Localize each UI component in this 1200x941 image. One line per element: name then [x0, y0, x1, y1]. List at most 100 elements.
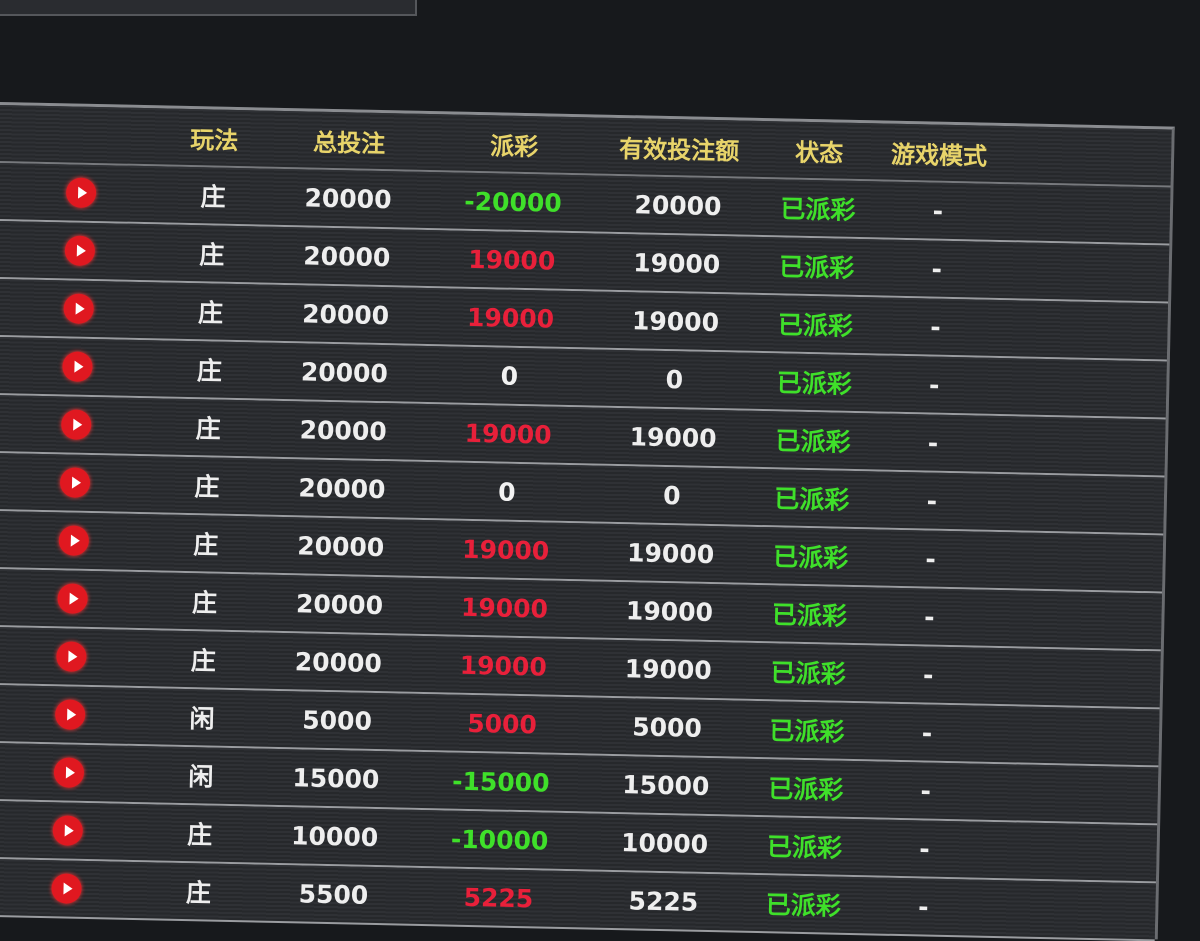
play-icon[interactable] [64, 235, 96, 267]
play-icon[interactable] [57, 583, 88, 614]
valid-bet: 19000 [625, 595, 714, 627]
replay-button[interactable] [0, 756, 151, 789]
play-type: 庄 [200, 182, 226, 212]
replay-button[interactable] [0, 466, 157, 499]
game-mode: - [917, 891, 929, 922]
play-icon[interactable] [65, 177, 97, 209]
game-mode: - [921, 717, 933, 748]
total-bet: 20000 [296, 530, 385, 562]
play-type: 闲 [189, 704, 215, 734]
header-play-type: 玩法 [189, 125, 239, 155]
replay-button[interactable] [0, 524, 156, 557]
replay-button[interactable] [0, 176, 163, 209]
status-badge: 已派彩 [769, 716, 845, 747]
status-badge: 已派彩 [774, 484, 850, 515]
play-icon[interactable] [60, 409, 92, 440]
valid-bet: 20000 [634, 189, 722, 221]
payout: 0 [497, 477, 516, 507]
header-total-bet: 总投注 [312, 128, 386, 158]
header-game-mode: 游戏模式 [890, 140, 988, 171]
play-icon[interactable] [54, 699, 86, 730]
payout: 19000 [461, 534, 550, 566]
game-mode: - [920, 775, 932, 806]
replay-button[interactable] [0, 408, 159, 441]
valid-bet: 19000 [629, 421, 717, 453]
game-mode: - [931, 254, 943, 284]
total-bet: 20000 [301, 298, 390, 330]
play-type: 闲 [188, 762, 214, 792]
payout: 5000 [466, 708, 538, 739]
game-mode: - [928, 370, 940, 400]
payout: -15000 [451, 766, 550, 798]
replay-button[interactable] [0, 814, 150, 847]
play-type: 庄 [196, 356, 223, 386]
game-mode: - [927, 428, 939, 458]
replay-button[interactable] [0, 698, 152, 731]
play-icon[interactable] [62, 351, 93, 382]
play-type: 庄 [190, 646, 217, 676]
valid-bet: 5225 [628, 885, 699, 917]
status-badge: 已派彩 [777, 310, 854, 341]
table-body: 庄 20000 -20000 20000 已派彩 - 庄 20000 19000… [0, 162, 1171, 941]
replay-button[interactable] [0, 292, 161, 325]
bet-history-table: 玩法 总投注 派彩 有效投注额 状态 游戏模式 庄 20000 -20000 2… [0, 102, 1175, 941]
game-mode: - [925, 543, 937, 574]
payout: -20000 [464, 186, 562, 218]
play-type: 庄 [192, 530, 219, 560]
play-icon[interactable] [51, 873, 82, 904]
status-badge: 已派彩 [772, 542, 849, 573]
valid-bet: 5000 [631, 711, 703, 743]
status-badge: 已派彩 [770, 658, 847, 689]
play-type: 庄 [194, 472, 220, 502]
valid-bet: 15000 [622, 769, 710, 801]
play-icon[interactable] [58, 525, 90, 556]
play-icon[interactable] [56, 641, 87, 672]
payout: 19000 [459, 650, 548, 682]
replay-button[interactable] [0, 640, 154, 673]
valid-bet: 19000 [632, 247, 721, 279]
play-type: 庄 [197, 298, 224, 328]
total-bet: 20000 [294, 646, 383, 678]
replay-button[interactable] [0, 872, 149, 905]
replay-button[interactable] [0, 350, 160, 383]
game-mode: - [919, 833, 931, 864]
game-mode: - [929, 312, 941, 342]
valid-bet: 19000 [624, 653, 713, 685]
total-bet: 20000 [298, 472, 386, 504]
payout: 19000 [468, 244, 556, 276]
replay-button[interactable] [0, 582, 155, 615]
top-window-edge [0, 0, 417, 16]
status-badge: 已派彩 [765, 890, 842, 921]
total-bet: 20000 [299, 414, 387, 446]
play-icon[interactable] [63, 293, 94, 325]
valid-bet: 19000 [626, 537, 715, 569]
play-icon[interactable] [59, 467, 91, 498]
play-icon[interactable] [53, 757, 85, 788]
total-bet: 5000 [302, 704, 373, 736]
total-bet: 20000 [295, 588, 384, 620]
game-mode: - [923, 601, 935, 632]
payout: -10000 [450, 824, 549, 856]
status-badge: 已派彩 [766, 832, 843, 863]
total-bet: 20000 [300, 356, 389, 388]
valid-bet: 0 [665, 364, 684, 394]
status-badge: 已派彩 [780, 194, 856, 225]
total-bet: 10000 [290, 820, 379, 852]
payout: 19000 [466, 302, 555, 334]
play-icon[interactable] [52, 815, 84, 846]
valid-bet: 19000 [631, 305, 720, 337]
play-type: 庄 [191, 588, 218, 618]
play-type: 庄 [186, 820, 213, 850]
play-type: 庄 [185, 878, 212, 908]
total-bet: 20000 [303, 240, 391, 272]
replay-button[interactable] [0, 234, 162, 267]
payout: 0 [500, 361, 519, 391]
play-type: 庄 [195, 414, 221, 444]
total-bet: 5500 [298, 878, 369, 910]
header-spacer [0, 133, 164, 136]
payout: 19000 [464, 418, 552, 450]
payout: 19000 [460, 592, 549, 624]
total-bet: 20000 [304, 182, 392, 214]
status-badge: 已派彩 [778, 252, 855, 283]
game-mode: - [922, 659, 934, 690]
